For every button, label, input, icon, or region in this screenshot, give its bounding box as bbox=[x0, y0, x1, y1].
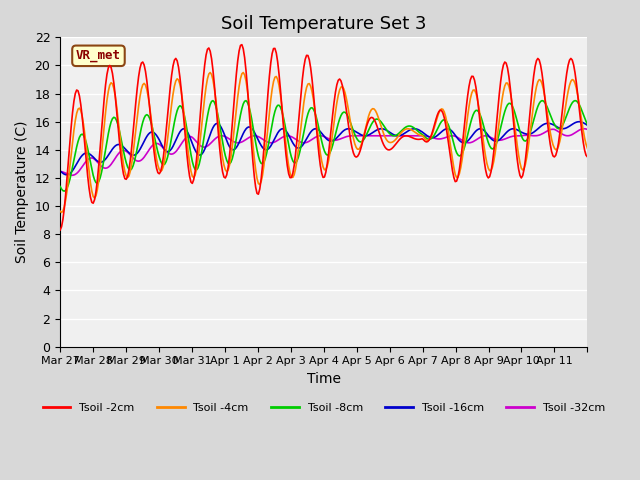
Text: VR_met: VR_met bbox=[76, 49, 121, 62]
Title: Soil Temperature Set 3: Soil Temperature Set 3 bbox=[221, 15, 426, 33]
Y-axis label: Soil Temperature (C): Soil Temperature (C) bbox=[15, 121, 29, 263]
Legend: Tsoil -2cm, Tsoil -4cm, Tsoil -8cm, Tsoil -16cm, Tsoil -32cm: Tsoil -2cm, Tsoil -4cm, Tsoil -8cm, Tsoi… bbox=[38, 399, 609, 418]
X-axis label: Time: Time bbox=[307, 372, 340, 386]
